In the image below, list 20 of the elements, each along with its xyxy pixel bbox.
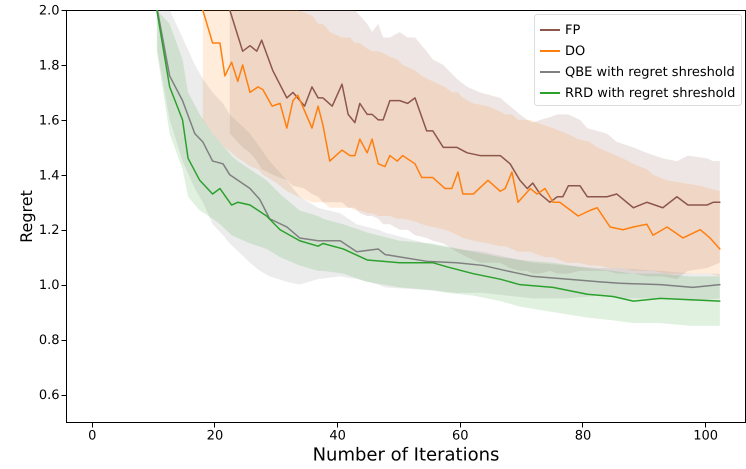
x-tick-label: 20: [206, 428, 224, 444]
y-tick-label: 1.6: [38, 113, 60, 128]
x-tick-label: 80: [574, 428, 592, 444]
x-axis-title: Number of Iterations: [312, 444, 500, 466]
y-tick-label: 1.2: [38, 223, 60, 238]
x-tick-label: 40: [329, 428, 346, 444]
x-tick-label: 0: [88, 428, 96, 444]
y-tick-label: 0.8: [38, 333, 60, 348]
y-axis-title: Regret: [16, 190, 36, 243]
y-tick-label: 1.4: [38, 168, 60, 184]
legend-label: DO: [565, 44, 586, 59]
legend-label: FP: [565, 23, 580, 38]
legend-label: QBE with regret shreshold: [565, 65, 735, 80]
x-tick-label: 60: [452, 428, 469, 444]
x-tick-label: 100: [693, 428, 718, 444]
y-tick-label: 1.0: [38, 278, 60, 294]
y-tick-label: 1.8: [38, 58, 60, 74]
legend-label: RRD with regret shreshold: [565, 86, 736, 101]
y-tick-label: 0.6: [38, 388, 60, 404]
y-tick-label: 2.0: [38, 4, 60, 18]
